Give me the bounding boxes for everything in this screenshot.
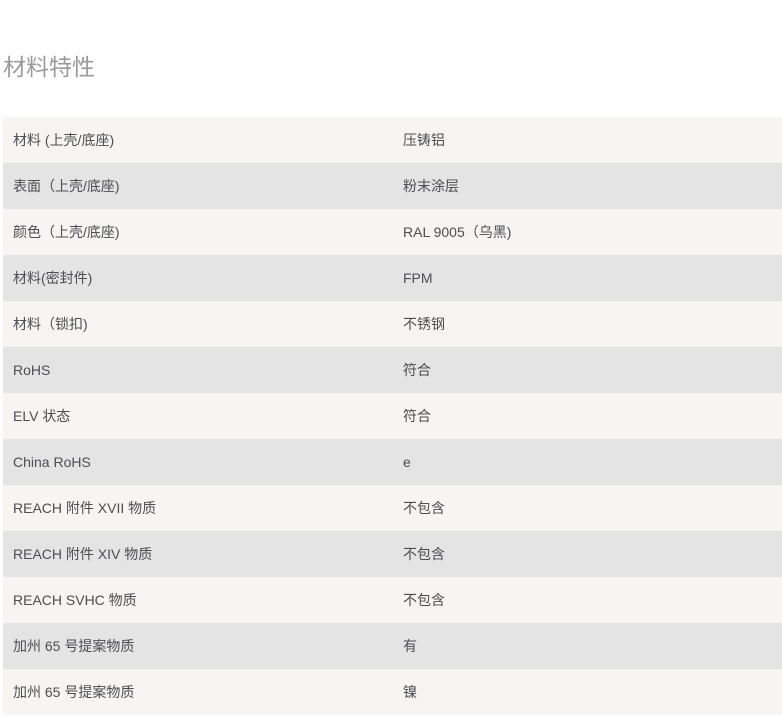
table-row: RoHS 符合 — [3, 347, 782, 393]
property-label: 材料(密封件) — [13, 270, 93, 286]
property-value: 有 — [403, 638, 417, 654]
property-label: 加州 65 号提案物质 — [13, 638, 135, 654]
property-label: 材料 (上壳/底座) — [13, 132, 115, 148]
table-row: 材料(密封件) FPM — [3, 255, 782, 301]
property-label: 加州 65 号提案物质 — [13, 684, 135, 700]
table-row: China RoHS e — [3, 439, 782, 485]
property-label: 材料（锁扣) — [13, 316, 88, 332]
property-value: 镍 — [403, 684, 417, 700]
property-value: 不包含 — [403, 592, 445, 608]
table-row: ELV 状态 符合 — [3, 393, 782, 439]
property-label: ELV 状态 — [13, 408, 71, 424]
table-row: REACH 附件 XIV 物质 不包含 — [3, 531, 782, 577]
property-value: 不包含 — [403, 546, 445, 562]
table-row: REACH SVHC 物质 不包含 — [3, 577, 782, 623]
table-row: 加州 65 号提案物质 镍 — [3, 669, 782, 715]
property-label: RoHS — [13, 362, 51, 378]
property-label: China RoHS — [13, 454, 91, 470]
property-label: REACH 附件 XIV 物质 — [13, 546, 153, 562]
table-row: 加州 65 号提案物质 有 — [3, 623, 782, 669]
property-value: 不锈钢 — [403, 316, 445, 332]
property-label: 颜色（上壳/底座) — [13, 224, 120, 240]
table-row: REACH 附件 XVII 物质 不包含 — [3, 485, 782, 531]
property-label: REACH SVHC 物质 — [13, 592, 137, 608]
table-row: 表面（上壳/底座) 粉末涂层 — [3, 163, 782, 209]
property-label: REACH 附件 XVII 物质 — [13, 500, 157, 516]
property-value: 符合 — [403, 408, 431, 424]
property-value: 不包含 — [403, 500, 445, 516]
table-row: 颜色（上壳/底座) RAL 9005（乌黑) — [3, 209, 782, 255]
property-value: 粉末涂层 — [403, 178, 459, 194]
table-row: 材料 (上壳/底座) 压铸铝 — [3, 117, 782, 163]
property-value: 压铸铝 — [403, 132, 445, 148]
property-label: 表面（上壳/底座) — [13, 178, 120, 194]
table-row: 材料（锁扣) 不锈钢 — [3, 301, 782, 347]
property-value: e — [403, 454, 411, 470]
property-value: 符合 — [403, 362, 431, 378]
section-title: 材料特性 — [3, 54, 95, 80]
property-value: RAL 9005（乌黑) — [403, 224, 512, 240]
property-value: FPM — [403, 270, 433, 286]
material-properties-table: 材料 (上壳/底座) 压铸铝表面（上壳/底座) 粉末涂层颜色（上壳/底座) RAL 9… — [3, 117, 782, 715]
